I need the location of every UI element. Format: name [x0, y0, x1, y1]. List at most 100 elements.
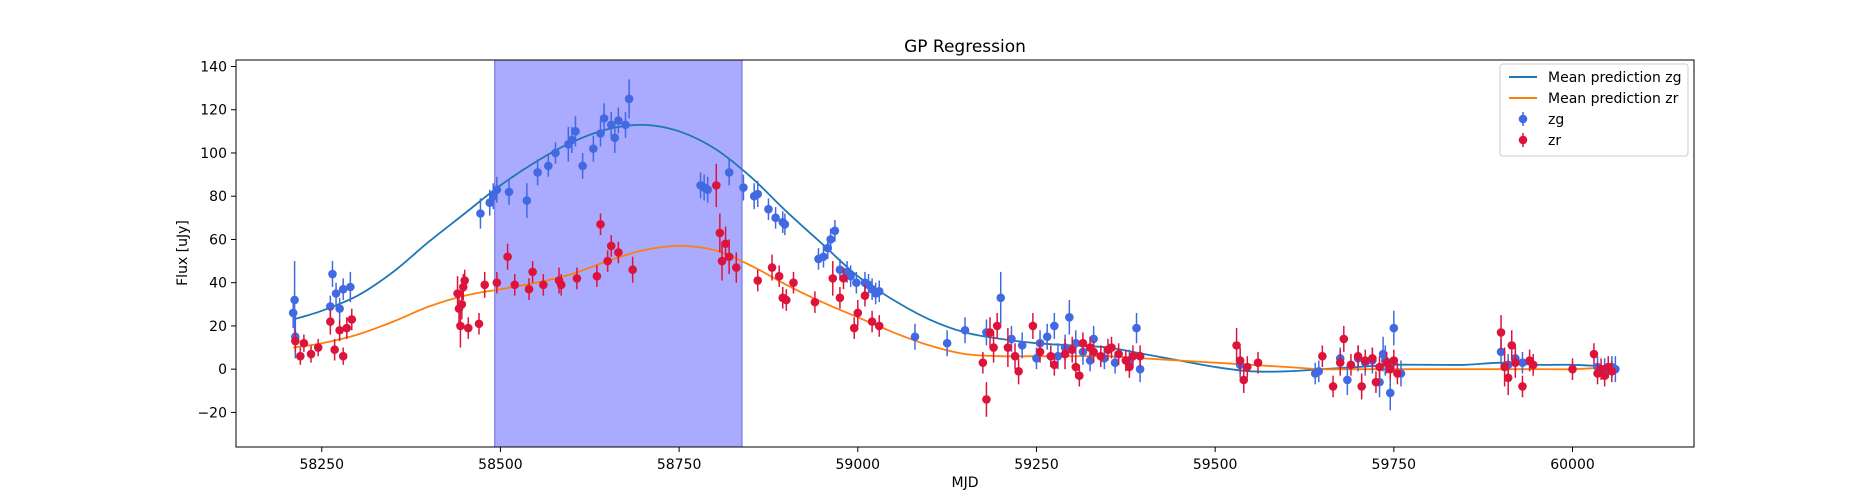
- marker: [1085, 356, 1095, 365]
- marker: [606, 241, 616, 251]
- marker: [1078, 338, 1088, 348]
- marker: [739, 183, 748, 192]
- marker: [492, 185, 502, 195]
- marker: [331, 289, 341, 298]
- data-point-zr: [1328, 375, 1338, 398]
- marker: [1375, 362, 1384, 372]
- data-point-zr: [860, 284, 870, 307]
- marker: [338, 351, 348, 361]
- marker: [610, 133, 620, 143]
- data-point-zg: [764, 198, 773, 220]
- marker: [1518, 358, 1527, 367]
- marker: [753, 189, 763, 199]
- marker: [1110, 358, 1120, 367]
- marker: [1028, 321, 1038, 331]
- marker: [996, 293, 1006, 303]
- marker: [992, 321, 1002, 331]
- data-point-zr: [1010, 343, 1020, 370]
- data-point-zg: [1132, 312, 1141, 344]
- legend-entry-zg: zg: [1518, 112, 1564, 128]
- marker: [1607, 367, 1617, 376]
- data-point-zr: [335, 319, 344, 342]
- marker: [338, 284, 348, 294]
- marker: [1600, 371, 1609, 380]
- marker: [330, 345, 339, 355]
- data-point-zr: [982, 382, 991, 417]
- marker: [731, 263, 741, 272]
- marker: [463, 323, 473, 333]
- marker: [1065, 312, 1074, 322]
- legend-entry-zr: zr: [1518, 133, 1561, 149]
- marker: [485, 198, 495, 207]
- data-point-zr: [1339, 325, 1349, 352]
- data-point-zg: [578, 152, 587, 179]
- marker: [1089, 334, 1098, 344]
- data-point-zr: [347, 308, 357, 331]
- data-point-zg: [1518, 351, 1527, 374]
- marker: [1503, 373, 1513, 383]
- marker: [596, 220, 605, 229]
- data-point-zg: [846, 265, 855, 288]
- y-tick-label: 60: [209, 232, 227, 248]
- marker: [874, 287, 884, 296]
- x-tick-label: 59250: [1014, 457, 1059, 473]
- data-point-zr: [1393, 362, 1402, 385]
- data-point-zg: [826, 228, 835, 251]
- marker: [780, 220, 790, 229]
- data-point-zr: [711, 163, 721, 208]
- data-point-zr: [867, 310, 877, 333]
- data-point-zg: [1389, 310, 1399, 346]
- marker: [533, 168, 542, 177]
- data-point-zg: [492, 176, 502, 203]
- data-point-zr: [299, 334, 309, 352]
- marker: [1010, 351, 1020, 361]
- marker: [460, 276, 470, 285]
- marker: [1385, 364, 1395, 374]
- marker: [1003, 343, 1013, 352]
- data-point-zg: [1314, 360, 1324, 383]
- data-point-zr: [460, 269, 470, 292]
- marker: [492, 278, 502, 287]
- marker: [624, 94, 634, 104]
- marker: [978, 358, 988, 367]
- data-point-zr: [774, 265, 784, 288]
- legend-label: Mean prediction zr: [1548, 91, 1679, 107]
- data-point-zr: [1375, 356, 1384, 378]
- data-point-zg: [1042, 323, 1052, 350]
- data-point-zr: [1067, 336, 1077, 363]
- marker: [296, 351, 305, 361]
- marker: [1589, 349, 1599, 359]
- y-tick-label: 0: [218, 362, 227, 378]
- marker: [510, 280, 520, 290]
- data-point-zr: [342, 317, 352, 339]
- marker: [1353, 351, 1363, 361]
- marker: [715, 228, 725, 238]
- data-point-zr: [1096, 345, 1106, 368]
- marker: [711, 181, 721, 190]
- data-point-zg: [589, 135, 598, 162]
- marker: [614, 116, 623, 125]
- marker: [819, 252, 828, 262]
- data-point-zr: [474, 312, 484, 335]
- marker: [1389, 323, 1399, 333]
- marker: [567, 135, 577, 145]
- marker: [1368, 354, 1377, 363]
- marker: [828, 274, 838, 283]
- data-point-zr: [572, 267, 582, 290]
- legend-entry-mean-prediction-zg: Mean prediction zg: [1509, 70, 1682, 86]
- data-point-zr: [1135, 345, 1145, 368]
- data-point-zg: [1050, 312, 1059, 339]
- marker: [717, 256, 727, 266]
- x-tick-label: 58250: [299, 457, 344, 473]
- marker: [1050, 360, 1059, 370]
- marker: [603, 256, 612, 266]
- marker: [578, 161, 587, 171]
- data-point-zr: [753, 269, 763, 292]
- data-point-zg: [596, 120, 605, 147]
- x-axis-label: MJD: [952, 475, 979, 491]
- data-point-zr: [989, 332, 998, 363]
- y-tick-label: −20: [197, 405, 227, 421]
- data-point-zg: [331, 282, 341, 305]
- data-point-zg: [571, 116, 580, 147]
- data-point-zr: [1128, 345, 1138, 368]
